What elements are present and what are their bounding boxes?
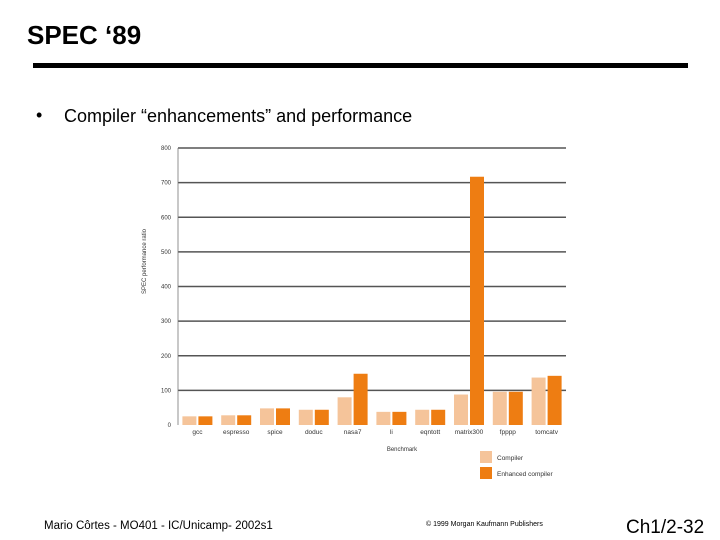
legend-label: Compiler bbox=[497, 455, 524, 462]
bar-compiler bbox=[531, 377, 546, 425]
bar-enhanced-compiler bbox=[353, 373, 368, 425]
bar-enhanced-compiler bbox=[392, 411, 407, 425]
footer-author: Mario Côrtes - MO401 - IC/Unicamp- 2002s… bbox=[44, 520, 273, 532]
bar-enhanced-compiler bbox=[470, 176, 484, 425]
x-tick-label: li bbox=[390, 429, 393, 436]
legend-swatch bbox=[480, 467, 492, 479]
y-tick-label: 200 bbox=[161, 354, 172, 360]
x-tick-label: fpppp bbox=[500, 429, 517, 436]
y-tick-label: 0 bbox=[168, 423, 172, 429]
x-tick-label: doduc bbox=[305, 429, 323, 436]
y-tick-label: 100 bbox=[161, 388, 172, 394]
title-divider bbox=[33, 63, 688, 68]
x-tick-label: gcc bbox=[192, 429, 203, 436]
bar-enhanced-compiler bbox=[237, 415, 252, 425]
bar-enhanced-compiler bbox=[547, 375, 562, 425]
y-tick-label: 500 bbox=[161, 250, 172, 256]
y-tick-label: 300 bbox=[161, 319, 172, 325]
x-tick-label: espresso bbox=[223, 429, 250, 436]
bar-compiler bbox=[182, 416, 197, 425]
y-tick-label: 700 bbox=[161, 181, 172, 187]
legend-label: Enhanced compiler bbox=[497, 471, 553, 478]
x-axis-label: Benchmark bbox=[387, 447, 418, 453]
bullet-text: Compiler “enhancements” and performance bbox=[64, 106, 413, 126]
bar-enhanced-compiler bbox=[314, 409, 329, 425]
slide-number: Ch1/2-32 bbox=[626, 517, 705, 538]
bar-enhanced-compiler bbox=[508, 391, 523, 425]
bar-compiler bbox=[492, 391, 507, 425]
bar-compiler bbox=[260, 408, 274, 425]
bar-compiler bbox=[454, 394, 468, 425]
x-tick-label: nasa7 bbox=[344, 429, 362, 436]
x-tick-label: eqntott bbox=[420, 429, 440, 436]
bar-compiler bbox=[337, 397, 352, 425]
y-axis-label: SPEC performance ratio bbox=[142, 228, 148, 294]
y-tick-label: 600 bbox=[161, 215, 172, 221]
y-tick-label: 400 bbox=[161, 285, 172, 291]
x-tick-label: matrix300 bbox=[455, 429, 484, 436]
bar-compiler bbox=[376, 411, 391, 425]
legend-swatch bbox=[480, 451, 492, 463]
bar-compiler bbox=[415, 409, 430, 425]
bar-enhanced-compiler bbox=[431, 409, 446, 425]
slide-title: SPEC ‘89 bbox=[27, 20, 142, 50]
y-tick-label: 800 bbox=[161, 146, 172, 152]
performance-bar-chart: 0 100 200 300 400 500 600 700 800 SPEC performanc… bbox=[142, 146, 566, 479]
bullet-marker: • bbox=[36, 105, 43, 125]
bar-compiler bbox=[221, 415, 236, 425]
x-tick-label: tomcatv bbox=[535, 429, 559, 436]
x-tick-label: spice bbox=[267, 429, 283, 436]
bar-enhanced-compiler bbox=[198, 416, 213, 425]
bar-compiler bbox=[298, 409, 313, 425]
footer-copyright: © 1999 Morgan Kaufmann Publishers bbox=[426, 521, 543, 528]
bar-enhanced-compiler bbox=[276, 408, 290, 425]
